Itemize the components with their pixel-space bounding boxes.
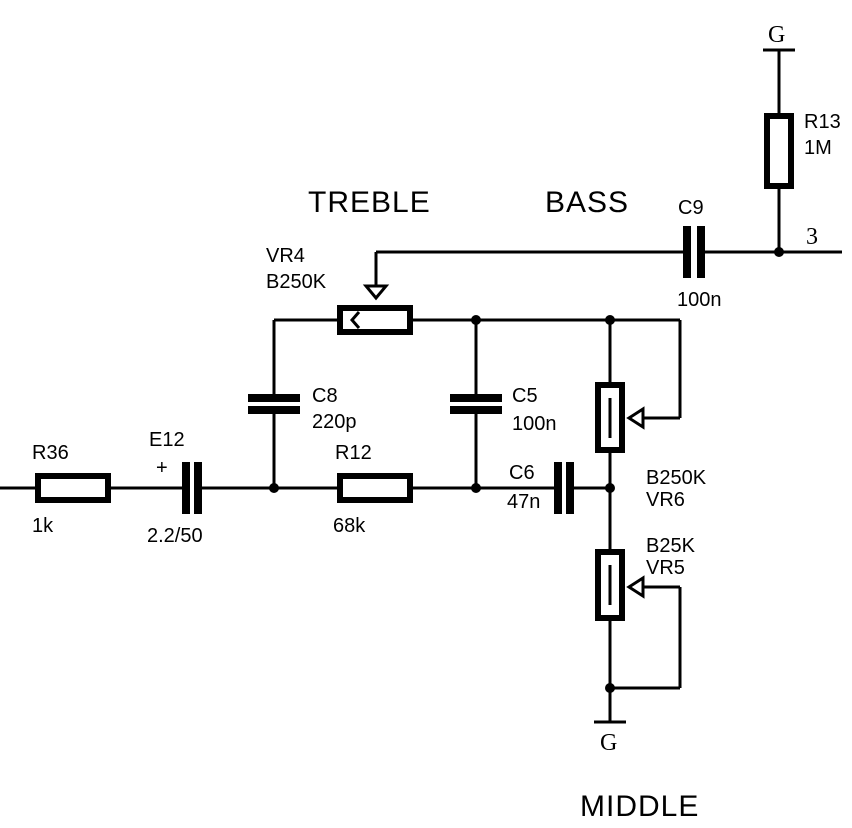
potentiometer-vr6 (595, 382, 645, 453)
resistor-r36 (35, 473, 111, 503)
ground-bottom-label: G (600, 730, 617, 756)
ground-top-label: G (768, 22, 785, 48)
r12-ref: R12 (335, 442, 372, 464)
c5-ref: C5 (512, 385, 538, 407)
section-treble-label: TREBLE (308, 186, 431, 219)
c6-value: 47n (507, 491, 540, 513)
vr6-value: B250K (646, 467, 707, 489)
output-node-label: 3 (806, 224, 818, 250)
resistor-r12 (337, 473, 413, 503)
capacitor-c6 (554, 462, 574, 514)
r36-value: 1k (32, 515, 54, 537)
vr4-ref: VR4 (266, 245, 305, 267)
e12-ref: E12 (149, 429, 185, 451)
vr5-ref: VR5 (646, 557, 685, 579)
c8-value: 220p (312, 411, 357, 433)
junctions (269, 247, 784, 693)
r12-value: 68k (333, 515, 366, 537)
section-middle-label: MIDDLE (580, 790, 699, 823)
potentiometer-vr5 (595, 549, 645, 621)
vr6-ref: VR6 (646, 489, 685, 511)
r36-ref: R36 (32, 442, 69, 464)
c8-ref: C8 (312, 385, 338, 407)
capacitor-c8 (248, 394, 300, 414)
c9-ref: C9 (678, 197, 704, 219)
capacitor-c9 (683, 226, 705, 278)
vr4-value: B250K (266, 271, 327, 293)
potentiometer-vr4 (337, 284, 413, 335)
vr5-value: B25K (646, 535, 696, 557)
capacitor-c5 (450, 394, 502, 414)
c6-ref: C6 (509, 462, 535, 484)
c9-value: 100n (677, 289, 722, 311)
wires (0, 50, 842, 722)
e12-polarity: + (156, 457, 168, 479)
r13-value: 1M (804, 137, 832, 159)
e12-value: 2.2/50 (147, 525, 203, 547)
section-bass-label: BASS (545, 186, 629, 219)
resistor-r13 (764, 113, 794, 189)
c5-value: 100n (512, 413, 557, 435)
r13-ref: R13 (804, 111, 841, 133)
capacitor-e12 (182, 462, 202, 514)
